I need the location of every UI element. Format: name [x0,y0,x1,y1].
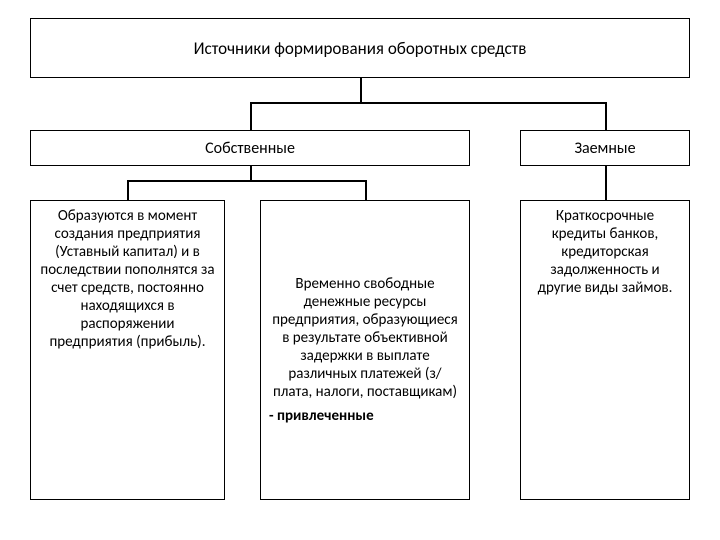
conn-root-v [360,78,362,102]
conn-borrowed-v [605,166,607,200]
conn-own-v [250,166,252,180]
borrowed-box: Заемные [520,130,690,166]
own-label: Собственные [205,139,295,158]
conn-own-h [127,180,365,182]
root-title-box: Источники формирования оборотных средств [30,18,690,78]
root-title-text: Источники формирования оборотных средств [194,38,527,59]
conn-to-borrowed [605,102,607,130]
conn-to-own [250,102,252,130]
leaf3-text: Краткосрочные кредиты банков, кредиторск… [529,207,681,297]
borrowed-label: Заемные [574,139,635,158]
leaf3-box: Краткосрочные кредиты банков, кредиторск… [520,200,690,500]
conn-to-leaf1 [127,180,129,200]
leaf1-box: Образуются в момент создания предприятия… [30,200,225,500]
conn-root-h [250,102,605,104]
leaf2-text-main: Временно свободные денежные ресурсы пред… [269,275,461,401]
conn-to-leaf2 [365,180,367,200]
leaf1-text: Образуются в момент создания предприятия… [39,207,216,351]
leaf2-box: Временно свободные денежные ресурсы пред… [260,200,470,500]
leaf2-text-sub: - привлеченные [269,407,374,425]
own-box: Собственные [30,130,470,166]
